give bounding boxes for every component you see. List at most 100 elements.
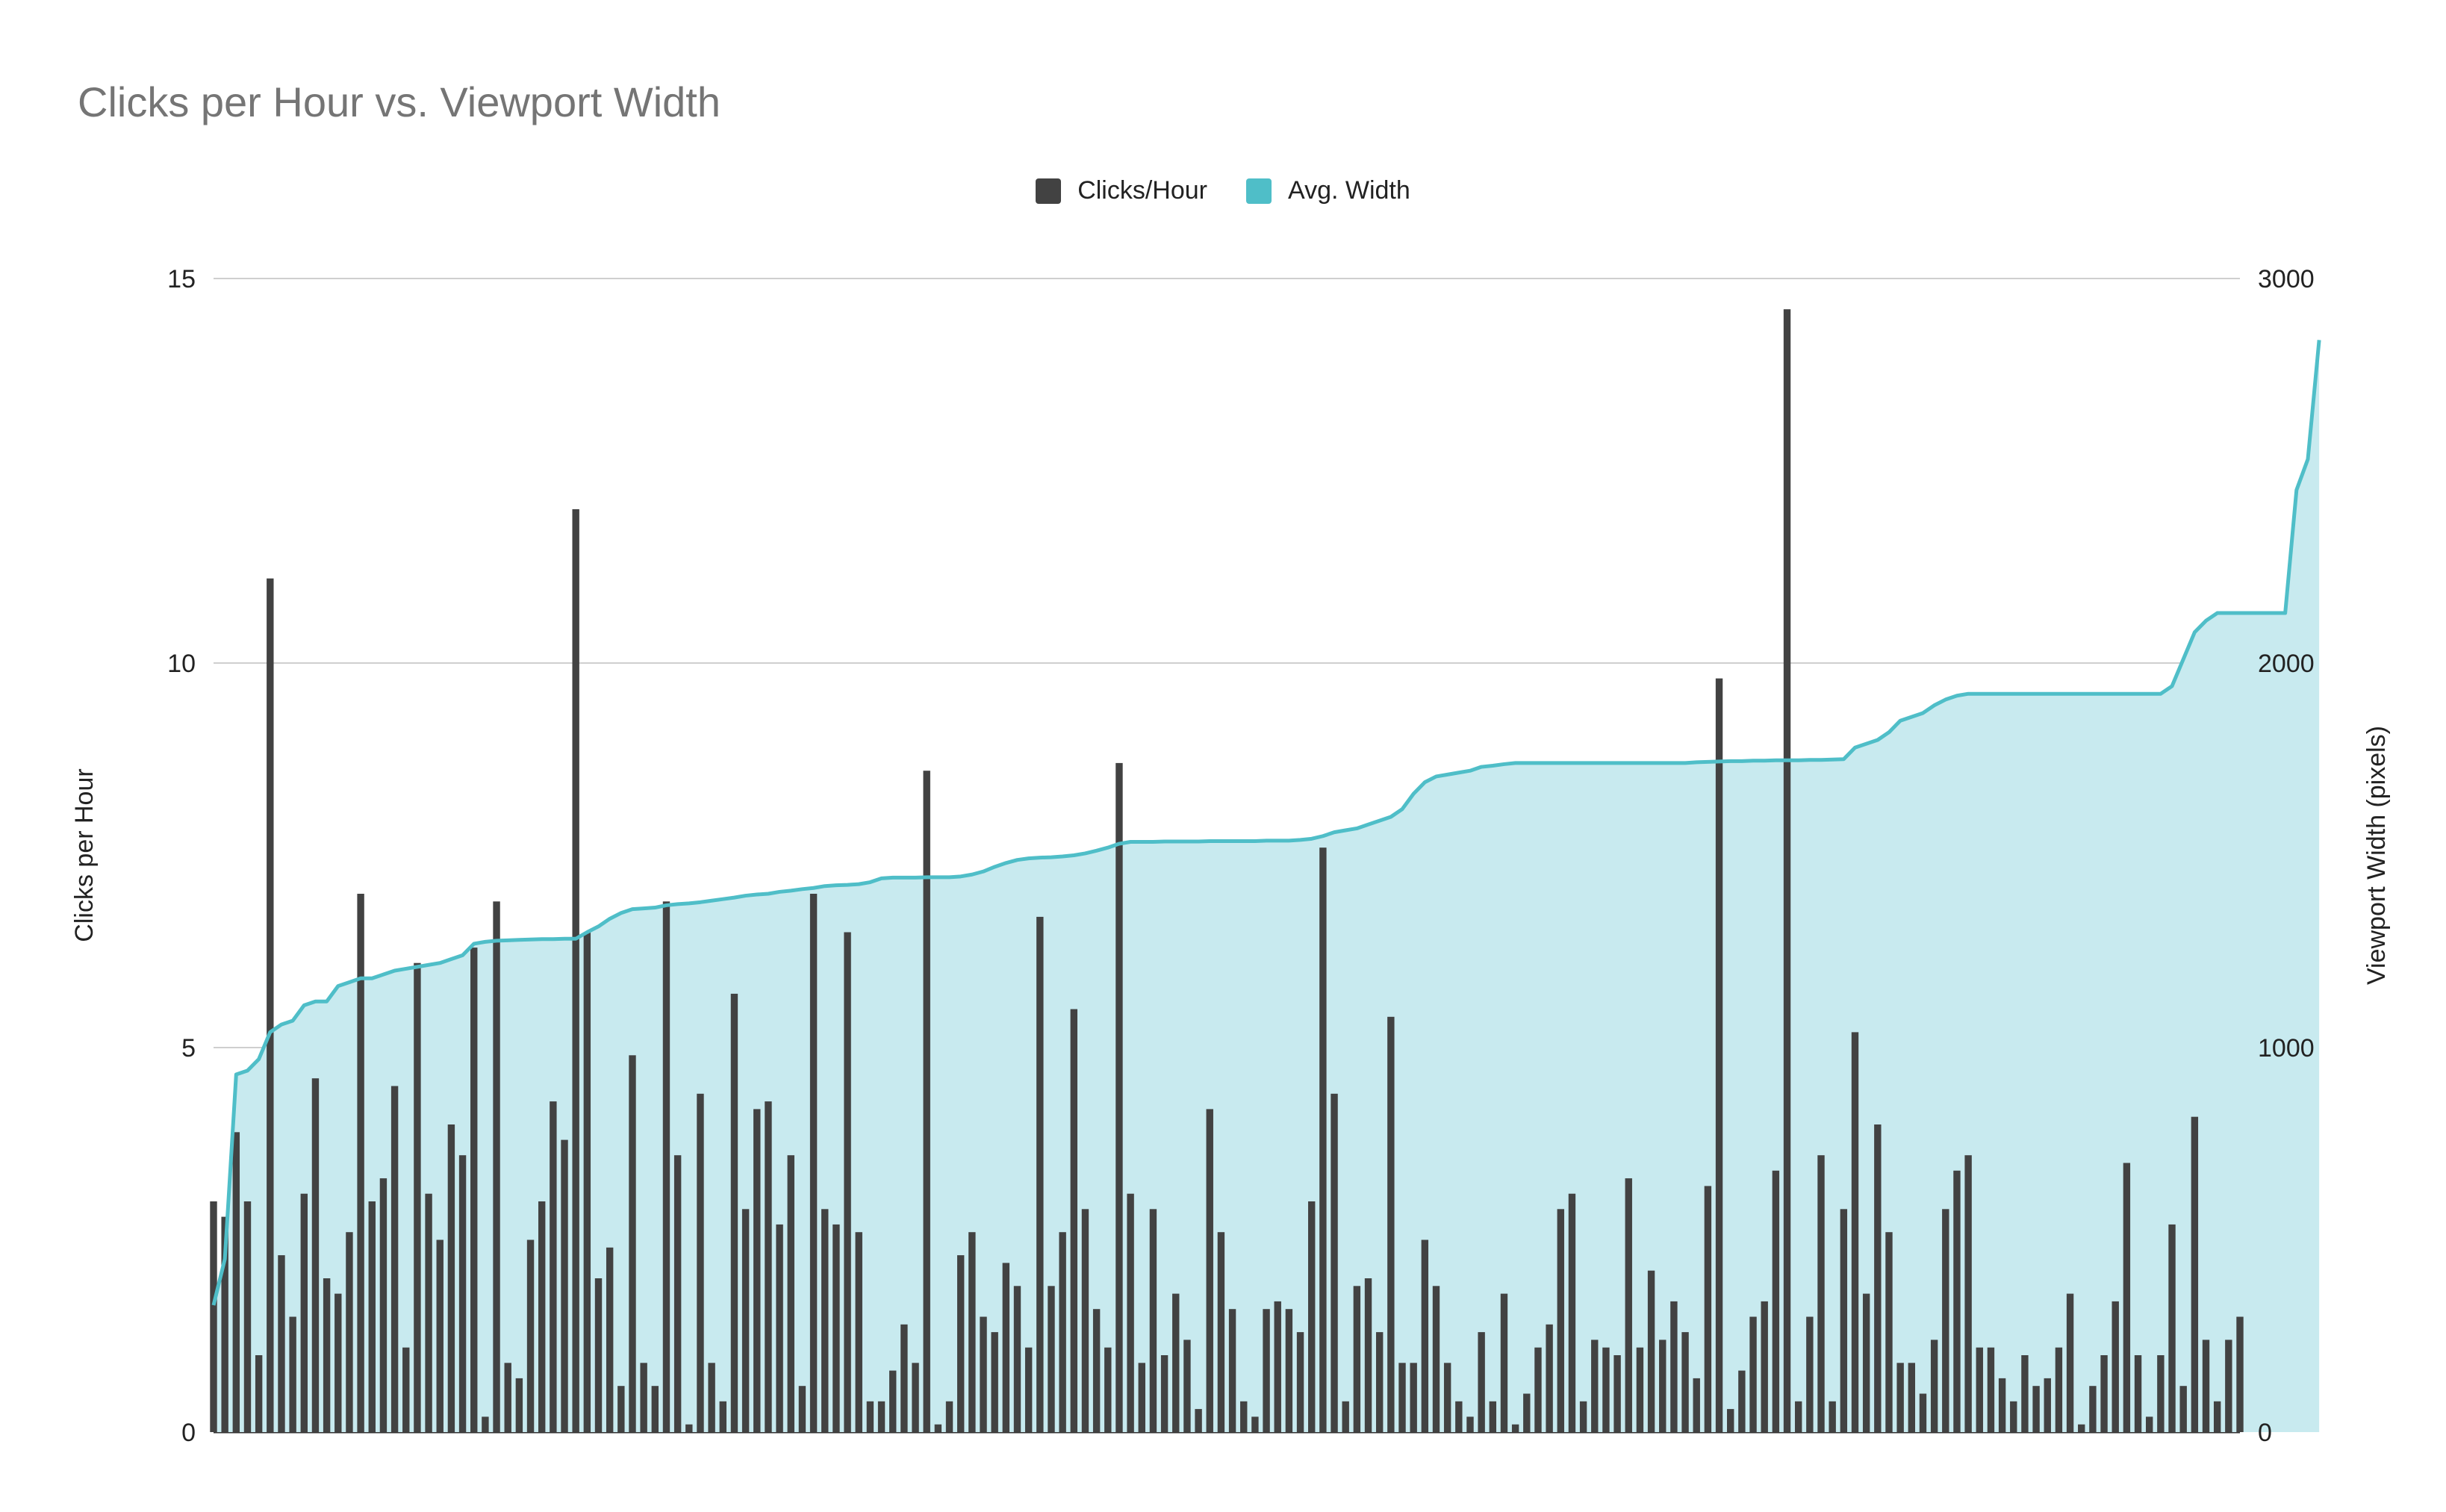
chart-title: Clicks per Hour vs. Viewport Width [78, 78, 721, 125]
clicks-bar [821, 1209, 829, 1432]
clicks-bar [673, 1155, 682, 1432]
clicks-bar [956, 1255, 965, 1432]
clicks-bar [1693, 1378, 1700, 1432]
clicks-bar [572, 509, 579, 1432]
clicks-bar [526, 1239, 535, 1432]
clicks-bar [1489, 1401, 1497, 1432]
clicks-bar [255, 1355, 263, 1432]
clicks-bar [470, 948, 478, 1432]
clicks-bar [1817, 1155, 1825, 1432]
clicks-bar [877, 1401, 886, 1432]
clicks-bar [334, 1293, 342, 1432]
clicks-bar [1511, 1424, 1519, 1432]
clicks-bar [2134, 1355, 2142, 1432]
clicks-bar [2213, 1401, 2221, 1432]
clicks-bar [504, 1363, 511, 1432]
clicks-bar [458, 1155, 467, 1432]
clicks-bar [1579, 1401, 1587, 1432]
clicks-bar [1862, 1293, 1870, 1432]
clicks-bar [651, 1386, 659, 1432]
clicks-bar [1081, 1209, 1089, 1432]
clicks-bar [606, 1247, 614, 1432]
clicks-bar [1704, 1186, 1712, 1432]
clicks-bar [379, 1178, 388, 1432]
legend-item-clicks[interactable]: Clicks/Hour [1036, 176, 1207, 205]
clicks-bar [1160, 1355, 1168, 1432]
clicks-bar [1851, 1032, 1859, 1432]
clicks-bar [482, 1416, 489, 1432]
clicks-bar [1296, 1332, 1304, 1432]
clicks-bar [1432, 1286, 1440, 1432]
clicks-bar [945, 1401, 953, 1432]
clicks-bar [1421, 1239, 1429, 1432]
clicks-bar [594, 1278, 603, 1432]
clicks-bar [1319, 847, 1327, 1432]
clicks-bar [1127, 1193, 1134, 1432]
clicks-bar [1478, 1332, 1485, 1432]
legend-item-width[interactable]: Avg. Width [1246, 176, 1410, 205]
clicks-bar [1410, 1363, 1417, 1432]
clicks-bar [866, 1401, 874, 1432]
clicks-bar [243, 1201, 252, 1432]
clicks-bar [323, 1278, 331, 1432]
clicks-bar [357, 894, 364, 1432]
y-right-tick-label: 1000 [2258, 1034, 2315, 1063]
clicks-bar [1896, 1363, 1904, 1432]
clicks-bar [2055, 1347, 2063, 1432]
clicks-bar [855, 1232, 862, 1432]
clicks-bar [1500, 1293, 1508, 1432]
clicks-bar [1048, 1286, 1055, 1432]
clicks-bar [414, 962, 421, 1432]
clicks-bar [1138, 1363, 1145, 1432]
clicks-bar [1024, 1347, 1033, 1432]
clicks-bar [1636, 1347, 1644, 1432]
avg-width-line [211, 340, 2321, 1306]
clicks-bar [2032, 1386, 2040, 1432]
clicks-bar [1217, 1232, 1225, 1432]
clicks-bar [515, 1378, 523, 1432]
clicks-bar [2236, 1316, 2244, 1432]
clicks-bar [1342, 1401, 1349, 1432]
clicks-bar [1070, 1009, 1078, 1432]
clicks-bar [753, 1109, 761, 1432]
clicks-bar [1228, 1309, 1236, 1432]
clicks-bar [1183, 1340, 1191, 1432]
clicks-bar [798, 1386, 806, 1432]
y-left-tick-label: 5 [181, 1034, 196, 1063]
clicks-bar [368, 1201, 376, 1432]
clicks-bar [1534, 1347, 1542, 1432]
clicks-bar [561, 1139, 568, 1432]
clicks-bar [1308, 1201, 1316, 1432]
y-left-tick-label: 15 [167, 265, 196, 293]
clicks-bar [2157, 1355, 2165, 1432]
clicks-bar [889, 1370, 897, 1432]
y-left-tick-label: 10 [167, 650, 196, 678]
clicks-bar [425, 1193, 432, 1432]
clicks-bar [1908, 1363, 1916, 1432]
clicks-bar [2146, 1416, 2153, 1432]
clicks-bar [1919, 1393, 1927, 1432]
clicks-bar [1840, 1209, 1848, 1432]
clicks-bar [1331, 1093, 1338, 1432]
clicks-bar [2179, 1386, 2187, 1432]
clicks-bar [1625, 1178, 1632, 1432]
legend-label-clicks: Clicks/Hour [1077, 176, 1208, 205]
clicks-bar [2078, 1424, 2085, 1432]
clicks-bar [1195, 1409, 1202, 1432]
clicks-bar [1715, 678, 1723, 1432]
clicks-bar [2202, 1340, 2210, 1432]
clicks-bar [1455, 1401, 1463, 1432]
clicks-bar [1285, 1309, 1293, 1432]
clicks-bar [1149, 1209, 1157, 1432]
clicks-bar [1172, 1293, 1180, 1432]
clicks-bar [2066, 1293, 2074, 1432]
clicks-bar [1523, 1393, 1531, 1432]
clicks-bar [980, 1316, 987, 1432]
clicks-bar [1591, 1340, 1599, 1432]
clicks-bar [1092, 1309, 1101, 1432]
legend: Clicks/Hour Avg. Width [0, 176, 2446, 205]
clicks-bar [662, 901, 670, 1432]
clicks-bar [447, 1124, 455, 1432]
clicks-bar [2123, 1163, 2131, 1432]
